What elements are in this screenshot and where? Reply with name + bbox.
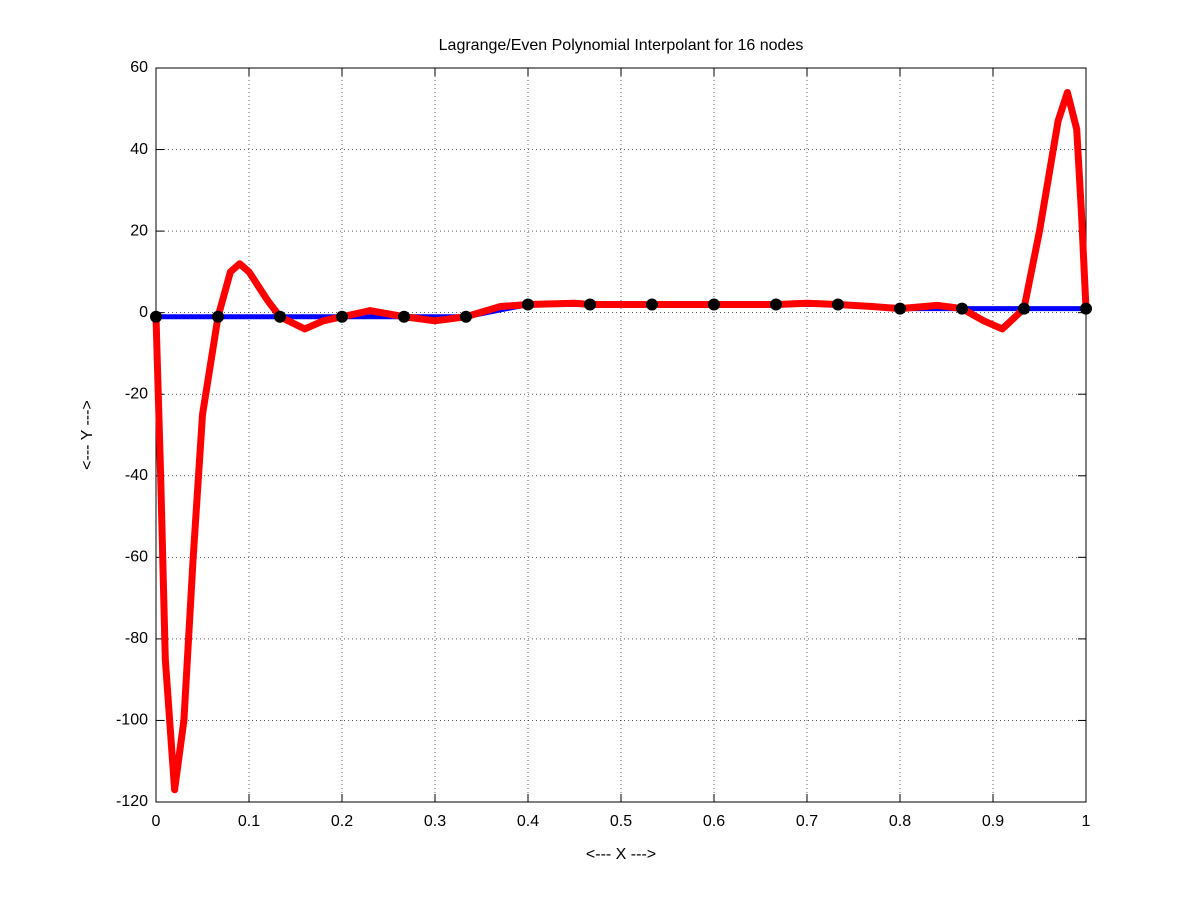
y-tick-label: 0 bbox=[139, 304, 148, 321]
x-tick-label: 1 bbox=[1082, 813, 1091, 830]
y-tick-label: -120 bbox=[116, 793, 148, 810]
node-marker bbox=[212, 310, 225, 323]
x-tick-label: 0.6 bbox=[703, 813, 725, 830]
x-axis-label: <--- X ---> bbox=[586, 846, 656, 863]
node-marker bbox=[770, 298, 783, 311]
y-tick-label: -20 bbox=[125, 385, 148, 402]
node-marker bbox=[645, 298, 658, 311]
node-marker bbox=[708, 298, 720, 311]
y-axis-label: <--- Y ---> bbox=[79, 400, 96, 470]
x-tick-label: 0 bbox=[152, 813, 161, 830]
node-marker bbox=[150, 310, 162, 323]
node-marker bbox=[1080, 302, 1092, 315]
y-tick-label: -40 bbox=[125, 467, 148, 484]
y-tick-label: 60 bbox=[130, 59, 148, 76]
x-tick-label: 0.9 bbox=[982, 813, 1004, 830]
node-marker bbox=[398, 310, 411, 323]
node-marker bbox=[894, 302, 906, 315]
node-marker bbox=[1017, 302, 1030, 315]
node-marker bbox=[522, 298, 534, 311]
y-tick-label: -100 bbox=[116, 712, 148, 729]
x-tick-label: 0.1 bbox=[238, 813, 260, 830]
node-marker bbox=[273, 310, 286, 323]
x-tick-label: 0.8 bbox=[889, 813, 911, 830]
y-tick-label: 40 bbox=[130, 141, 148, 158]
node-marker bbox=[459, 310, 472, 323]
x-tick-label: 0.2 bbox=[331, 813, 353, 830]
x-tick-label: 0.7 bbox=[796, 813, 818, 830]
node-marker bbox=[336, 310, 348, 323]
x-tick-label: 0.4 bbox=[517, 813, 539, 830]
y-tick-label: -60 bbox=[125, 549, 148, 566]
x-tick-label: 0.3 bbox=[424, 813, 446, 830]
node-marker bbox=[584, 298, 597, 311]
node-marker bbox=[831, 298, 844, 311]
chart-title: Lagrange/Even Polynomial Interpolant for… bbox=[439, 37, 804, 54]
node-marker bbox=[956, 302, 969, 315]
x-tick-label: 0.5 bbox=[610, 813, 632, 830]
y-tick-label: 20 bbox=[130, 222, 148, 239]
y-tick-label: -80 bbox=[125, 630, 148, 647]
